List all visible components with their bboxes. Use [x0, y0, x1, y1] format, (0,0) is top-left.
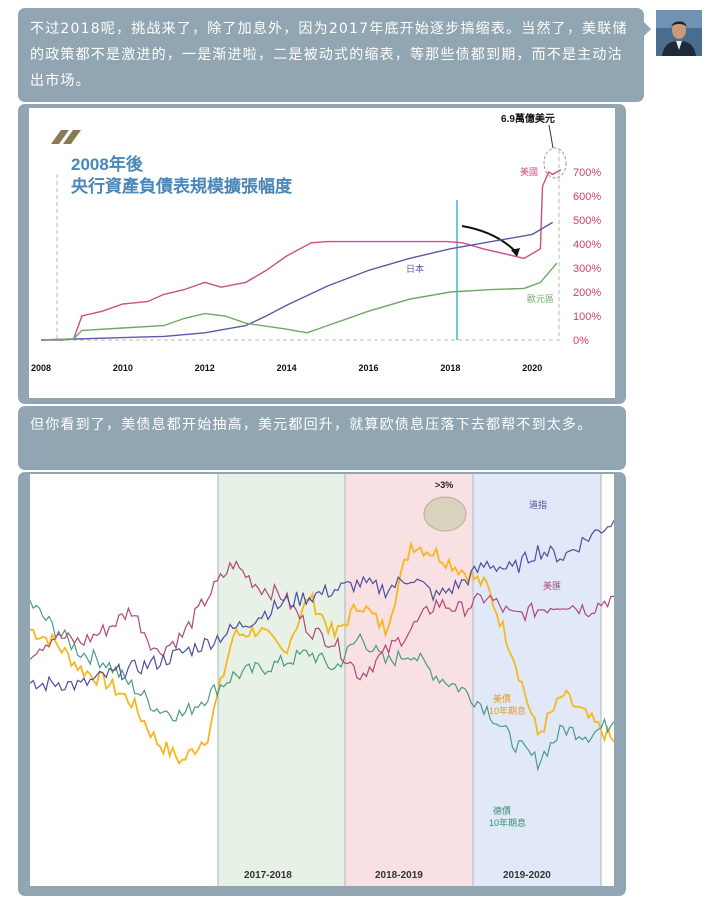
brand-logo	[51, 130, 81, 144]
period-label-3: 2019-2020	[503, 870, 551, 881]
y-tick-label: 0%	[573, 335, 589, 347]
period-label-2: 2018-2019	[375, 870, 423, 881]
image-bubble-1: 2008年後 央行資產負債表規模擴張幅度 6.9萬億美元 700% 600% 500…	[18, 104, 626, 404]
balance-sheet-chart[interactable]: 2008年後 央行資產負債表規模擴張幅度 6.9萬億美元 700% 600% 500…	[29, 108, 615, 398]
series-usd	[30, 559, 614, 681]
x-tick-label: 2008	[31, 363, 51, 373]
chart1-title-line1: 2008年後	[71, 154, 144, 174]
period-dividers	[217, 474, 602, 886]
series-us-yield	[30, 540, 614, 765]
label-us-yield-1: 美債	[493, 693, 511, 704]
x-tick-label: 2014	[277, 363, 297, 373]
x-tick-label: 2016	[358, 363, 378, 373]
x-tick-label: 2020	[522, 363, 542, 373]
chart1-arrow	[461, 225, 518, 254]
avatar[interactable]	[656, 10, 702, 56]
chart1-x-axis: 2008 2010 2012 2014 2016 2018 2020	[31, 363, 542, 373]
message-text-2: 但你看到了，美债息都开始抽高，美元都回升，就算欧债息压落下去都帮不到太多。	[30, 417, 593, 433]
series-us	[41, 168, 562, 341]
label-usd: 美匯	[543, 580, 561, 591]
chart1-annotation-leader	[548, 124, 554, 149]
y-tick-label: 700%	[573, 167, 601, 179]
chart1-highlight-circle	[543, 147, 567, 179]
series-euro	[40, 262, 558, 341]
label-us-yield-2: 10年期息	[489, 705, 526, 716]
chart1-series	[40, 168, 562, 341]
series-label-us: 美國	[520, 166, 538, 177]
chart1-frame	[56, 148, 560, 341]
chart1-arrow-head	[511, 248, 520, 257]
chart2-highlight-circle	[423, 496, 467, 532]
label-de-yield-1: 德債	[493, 805, 511, 816]
x-tick-label: 2012	[195, 363, 215, 373]
chart1-svg: 2008年後 央行資產負債表規模擴張幅度 6.9萬億美元 700% 600% 500…	[31, 112, 601, 373]
series-label-euro: 歐元區	[527, 293, 554, 304]
chart2-series	[30, 520, 614, 772]
message-text-1: 不过2018呢，挑战来了，除了加息外，因为2017年底开始逐步搞缩表。当然了，美…	[30, 21, 628, 89]
y-tick-label: 400%	[573, 239, 601, 251]
chart2-annotation: >3%	[435, 480, 453, 490]
y-tick-label: 600%	[573, 191, 601, 203]
chart2-svg: >3% 道指 美匯 美債 10年期息 德債 10年期息 2017-2018 20…	[30, 474, 614, 886]
x-tick-label: 2018	[440, 363, 460, 373]
period-label-1: 2017-2018	[244, 870, 292, 881]
message-bubble-2: 但你看到了，美债息都开始抽高，美元都回升，就算欧债息压落下去都帮不到太多。	[18, 406, 626, 470]
period-band-3	[473, 474, 601, 886]
chart1-title-line2: 央行資產負債表規模擴張幅度	[71, 176, 293, 196]
chart1-y-axis: 700% 600% 500% 400% 300% 200% 100% 0%	[573, 167, 601, 347]
x-tick-label: 2010	[113, 363, 133, 373]
market-chart[interactable]: >3% 道指 美匯 美債 10年期息 德債 10年期息 2017-2018 20…	[30, 474, 614, 886]
bubble-tail	[644, 22, 651, 36]
series-japan	[40, 221, 554, 341]
series-de-yield	[30, 600, 614, 772]
label-dow: 道指	[529, 499, 547, 510]
chart1-annotation: 6.9萬億美元	[501, 112, 555, 125]
message-bubble-1: 不过2018呢，挑战来了，除了加息外，因为2017年底开始逐步搞缩表。当然了，美…	[18, 8, 651, 102]
y-tick-label: 500%	[573, 215, 601, 227]
person-icon	[656, 10, 702, 56]
image-bubble-2: >3% 道指 美匯 美債 10年期息 德債 10年期息 2017-2018 20…	[18, 472, 626, 896]
y-tick-label: 200%	[573, 287, 601, 299]
period-band-2	[345, 474, 473, 886]
y-tick-label: 300%	[573, 263, 601, 275]
period-band-1	[218, 474, 345, 886]
series-dow	[30, 520, 614, 693]
label-de-yield-2: 10年期息	[489, 817, 526, 828]
series-label-japan: 日本	[406, 263, 424, 274]
y-tick-label: 100%	[573, 311, 601, 323]
